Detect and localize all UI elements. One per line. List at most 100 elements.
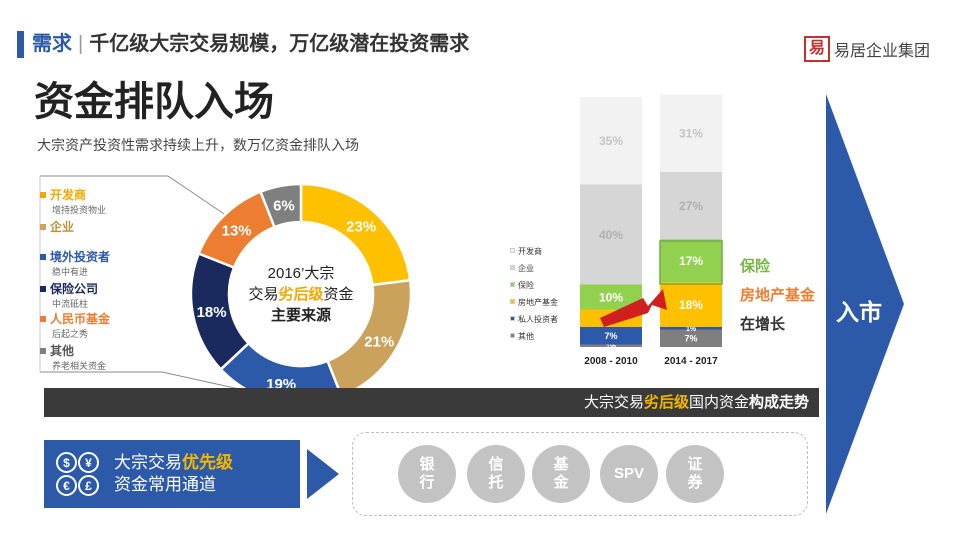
currency-coins-icon: $ ¥ € £ [56,452,100,496]
connector-line [40,371,263,395]
bar-segment [660,239,722,282]
pound-icon: £ [78,475,99,496]
header-accent-bar [17,31,24,58]
yen-icon: ¥ [78,452,99,473]
bar-segment-label: 27% [679,199,703,213]
legend-desc: 养老相关资金 [52,361,107,371]
bar-segment-label: 7% [684,333,697,343]
donut-center-line2: 交易劣后级资金 [248,286,354,303]
bar-segment-label: 31% [679,127,703,141]
bar-segment-label: 7% [604,331,617,341]
legend-name: 人民币基金 [40,310,110,327]
stacked-bar-chart: 1%7%7%10%40%35%2008 - 20107%1%18%17%27%3… [580,94,722,367]
legend-desc: 增持投资物业 [52,205,107,215]
bar-legend-item: 企业 [510,263,534,274]
bar-segment [580,184,642,285]
brand-name: 易居企业集团 [834,43,931,60]
legend-desc: 中流砥柱 [52,299,89,309]
bar-segment [580,327,642,345]
priority-channel-box: $ ¥ € £ 大宗交易优先级 资金常用通道 [44,440,300,508]
channel-circle: 证 券 [666,445,724,503]
bar-legend-item: 保险 [510,280,534,291]
bar-legend-swatch [510,299,515,305]
legend-item: 开发商增持投资物业 [40,186,106,216]
bar-segment-label: 17% [679,254,703,268]
bar-segment-label: 40% [599,228,623,242]
highlight-box [659,240,723,285]
channel-group [352,432,808,516]
trend-arrow-icon [600,289,667,327]
bar-legend-item: 开发商 [510,246,542,257]
main-title: 资金排队入场 [34,80,274,124]
donut-slice [258,182,303,229]
bar-legend-swatch [510,282,515,288]
legend-item: 企业 [40,218,74,235]
header-separator: | [78,33,84,55]
donut-center-line1: 2016’大宗 [267,265,335,282]
legend-name: 保险公司 [40,280,98,297]
legend-swatch [40,191,46,198]
legend-item: 保险公司 中流砥柱 [40,280,98,310]
bar-segment [660,327,722,330]
connector-line [40,175,237,223]
donut-slice-label: 23% [346,219,376,236]
bar-segment-label: 1% [686,326,697,333]
channel-circle: 信 托 [467,445,525,503]
legend-swatch [40,223,46,230]
channel-arrow-icon [307,449,339,499]
legend-item: 人民币基金后起之秀 [40,310,110,340]
header-title: 千亿级大宗交易规模，万亿级潜在投资需求 [89,33,470,55]
legend-swatch [40,315,46,322]
donut-slice-label: 6% [273,198,295,215]
subtitle: 大宗资产投资性需求持续上升，数万亿资金排队入场 [37,137,359,153]
page-header: 需求 | 千亿级大宗交易规模，万亿级潜在投资需求 [32,31,469,58]
bar-segment [660,172,722,240]
legend-desc: 稳中有进 [52,267,89,277]
bar-segment-label: 10% [599,290,623,304]
trend-banner-text: 大宗交易劣后级国内资金构成走势 [583,394,809,411]
bar-segment-label: 1% [606,343,617,350]
bar-legend-item: 私人投资者 [510,314,558,325]
legend-name: 开发商 [40,186,106,203]
legend-desc: 后起之秀 [52,329,89,339]
growth-annotation: 在增长 [740,316,786,333]
legend-item: 其他养老相关资金 [40,342,106,372]
donut-slice-label: 13% [222,223,252,240]
brand-logo-icon: 易 [804,36,830,62]
bar-legend-item: 其他 [510,331,534,342]
bar-category-label: 2014 - 2017 [664,356,718,367]
bar-segment [660,282,722,327]
donut-center-line3: 主要来源 [270,307,331,324]
legend-swatch [40,253,46,260]
bar-legend-item: 房地产基金 [510,297,558,308]
bar-segment [660,94,722,172]
donut-slice-label: 21% [364,333,394,350]
bar-segment-label: 18% [679,298,703,312]
trend-banner: 大宗交易劣后级国内资金构成走势 [44,388,819,417]
bar-segment-label: 35% [599,134,623,148]
priority-channel-text: 大宗交易优先级 资金常用通道 [114,453,233,494]
growth-annotation: 保险 [740,258,771,275]
euro-icon: € [56,475,77,496]
decor [307,94,904,514]
bar-category-label: 2008 - 2010 [584,356,638,367]
legend-name: 境外投资者 [40,248,110,265]
header-tag: 需求 [32,33,72,55]
entry-label: 入市 [836,299,882,325]
bar-segment [660,329,722,347]
dollar-icon: $ [56,452,77,473]
bar-legend-swatch [510,316,515,322]
legend-item: 境外投资者稳中有进 [40,248,110,278]
legend-name: 其他 [40,342,106,359]
bar-legend-swatch [510,248,515,254]
legend-name: 企业 [40,218,74,235]
donut-center-label: 2016’大宗 交易劣后级资金 主要来源 [226,263,376,326]
bar-segment [580,97,642,185]
legend-swatch [40,285,46,292]
donut-connectors [39,175,263,395]
channel-circle: 基 金 [532,445,590,503]
channel-circle: SPV [600,445,658,503]
entry-chevron-icon [826,94,904,514]
bar-segment [580,344,642,347]
legend-swatch [40,347,46,354]
